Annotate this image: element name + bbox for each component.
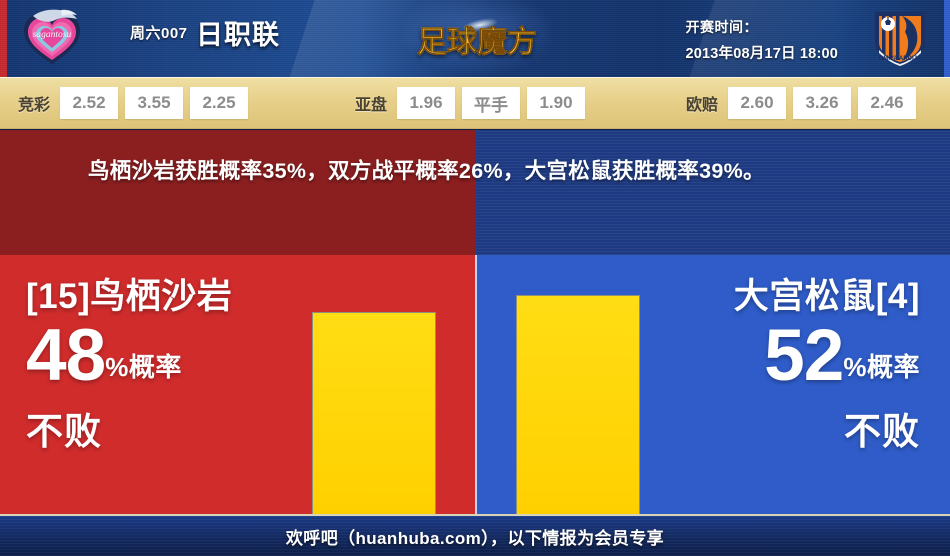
odds-group-asian: 亚盘 1.96 平手 1.90	[355, 87, 586, 119]
probability-chart: [15]鸟栖沙岩 48 %概率 不败 大宫松鼠[4] 52 %概率 不败	[0, 255, 950, 514]
odds-group-title: 欧赔	[686, 97, 719, 114]
header-left-accent	[0, 0, 7, 77]
odds-value-away[interactable]: 2.46	[858, 87, 917, 119]
odds-value-handicap[interactable]: 平手	[462, 87, 521, 119]
away-outcome-label: 不败	[844, 411, 920, 452]
panel-divider	[475, 255, 477, 514]
away-probability-bar	[516, 295, 640, 514]
odds-group-title: 亚盘	[355, 97, 388, 114]
odds-value-home[interactable]: 2.60	[728, 87, 787, 119]
odds-value-away[interactable]: 2.25	[190, 87, 249, 119]
away-probability-suffix: %概率	[843, 352, 920, 382]
footer-bar: 欢呼吧（huanhuba.com），以下情报为会员专享	[0, 514, 950, 556]
home-probability-value: 48	[26, 315, 106, 396]
match-round-label: 周六007	[130, 25, 188, 42]
sagan-tosu-crest-icon: sagantosu	[17, 6, 87, 70]
kickoff-label: 开赛时间：	[685, 19, 758, 35]
odds-group-jingcai: 竞彩 2.52 3.55 2.25	[18, 87, 249, 119]
header-right-accent	[944, 0, 950, 77]
home-probability-row: 48 %概率	[26, 319, 232, 393]
odds-value-home[interactable]: 2.52	[60, 87, 119, 119]
odds-value-draw[interactable]: 3.26	[793, 87, 852, 119]
away-team-stats: 大宫松鼠[4] 52 %概率 不败	[734, 277, 920, 455]
league-name: 日职联	[196, 20, 280, 50]
away-probability-row: 52 %概率	[734, 319, 920, 393]
odds-value-draw[interactable]: 3.55	[125, 87, 184, 119]
svg-text:OMIYA ARDIJA: OMIYA ARDIJA	[879, 56, 922, 62]
home-team-stats: [15]鸟栖沙岩 48 %概率 不败	[26, 277, 232, 455]
svg-text:sagantosu: sagantosu	[33, 30, 72, 40]
away-probability-value: 52	[764, 315, 844, 396]
home-outcome-label: 不败	[26, 411, 102, 452]
omiya-ardija-crest-icon: OMIYA ARDIJA	[865, 6, 935, 70]
summary-text: 鸟栖沙岩获胜概率35%，双方战平概率26%，大宫松鼠获胜概率39%。	[88, 159, 765, 183]
kickoff-value: 2013年08月17日 18:00	[685, 46, 838, 62]
odds-group-title: 竞彩	[18, 97, 51, 114]
odds-group-european: 欧赔 2.60 3.26 2.46	[686, 87, 917, 119]
summary-band-left-half	[0, 130, 476, 255]
odds-bar: 竞彩 2.52 3.55 2.25 亚盘 1.96 平手 1.90 欧赔 2.6…	[0, 77, 950, 129]
odds-value-away[interactable]: 1.90	[527, 87, 586, 119]
brand-logo: 足球魔方	[402, 0, 552, 77]
summary-band: 鸟栖沙岩获胜概率35%，双方战平概率26%，大宫松鼠获胜概率39%。	[0, 130, 950, 255]
brand-logo-text: 足球魔方	[417, 17, 538, 61]
odds-value-home[interactable]: 1.96	[397, 87, 456, 119]
header: sagantosu 周六007 日职联 足球魔方 开赛时间： 2013年08月1…	[0, 0, 950, 77]
summary-band-right-half	[476, 130, 950, 255]
kickoff-time: 开赛时间： 2013年08月17日 18:00	[685, 17, 838, 63]
home-probability-bar	[312, 312, 436, 514]
away-team-name: 大宫松鼠[4]	[733, 277, 920, 316]
footer-text: 欢呼吧（huanhuba.com），以下情报为会员专享	[285, 528, 665, 548]
home-team-name: [15]鸟栖沙岩	[26, 277, 233, 316]
home-probability-suffix: %概率	[105, 352, 182, 382]
